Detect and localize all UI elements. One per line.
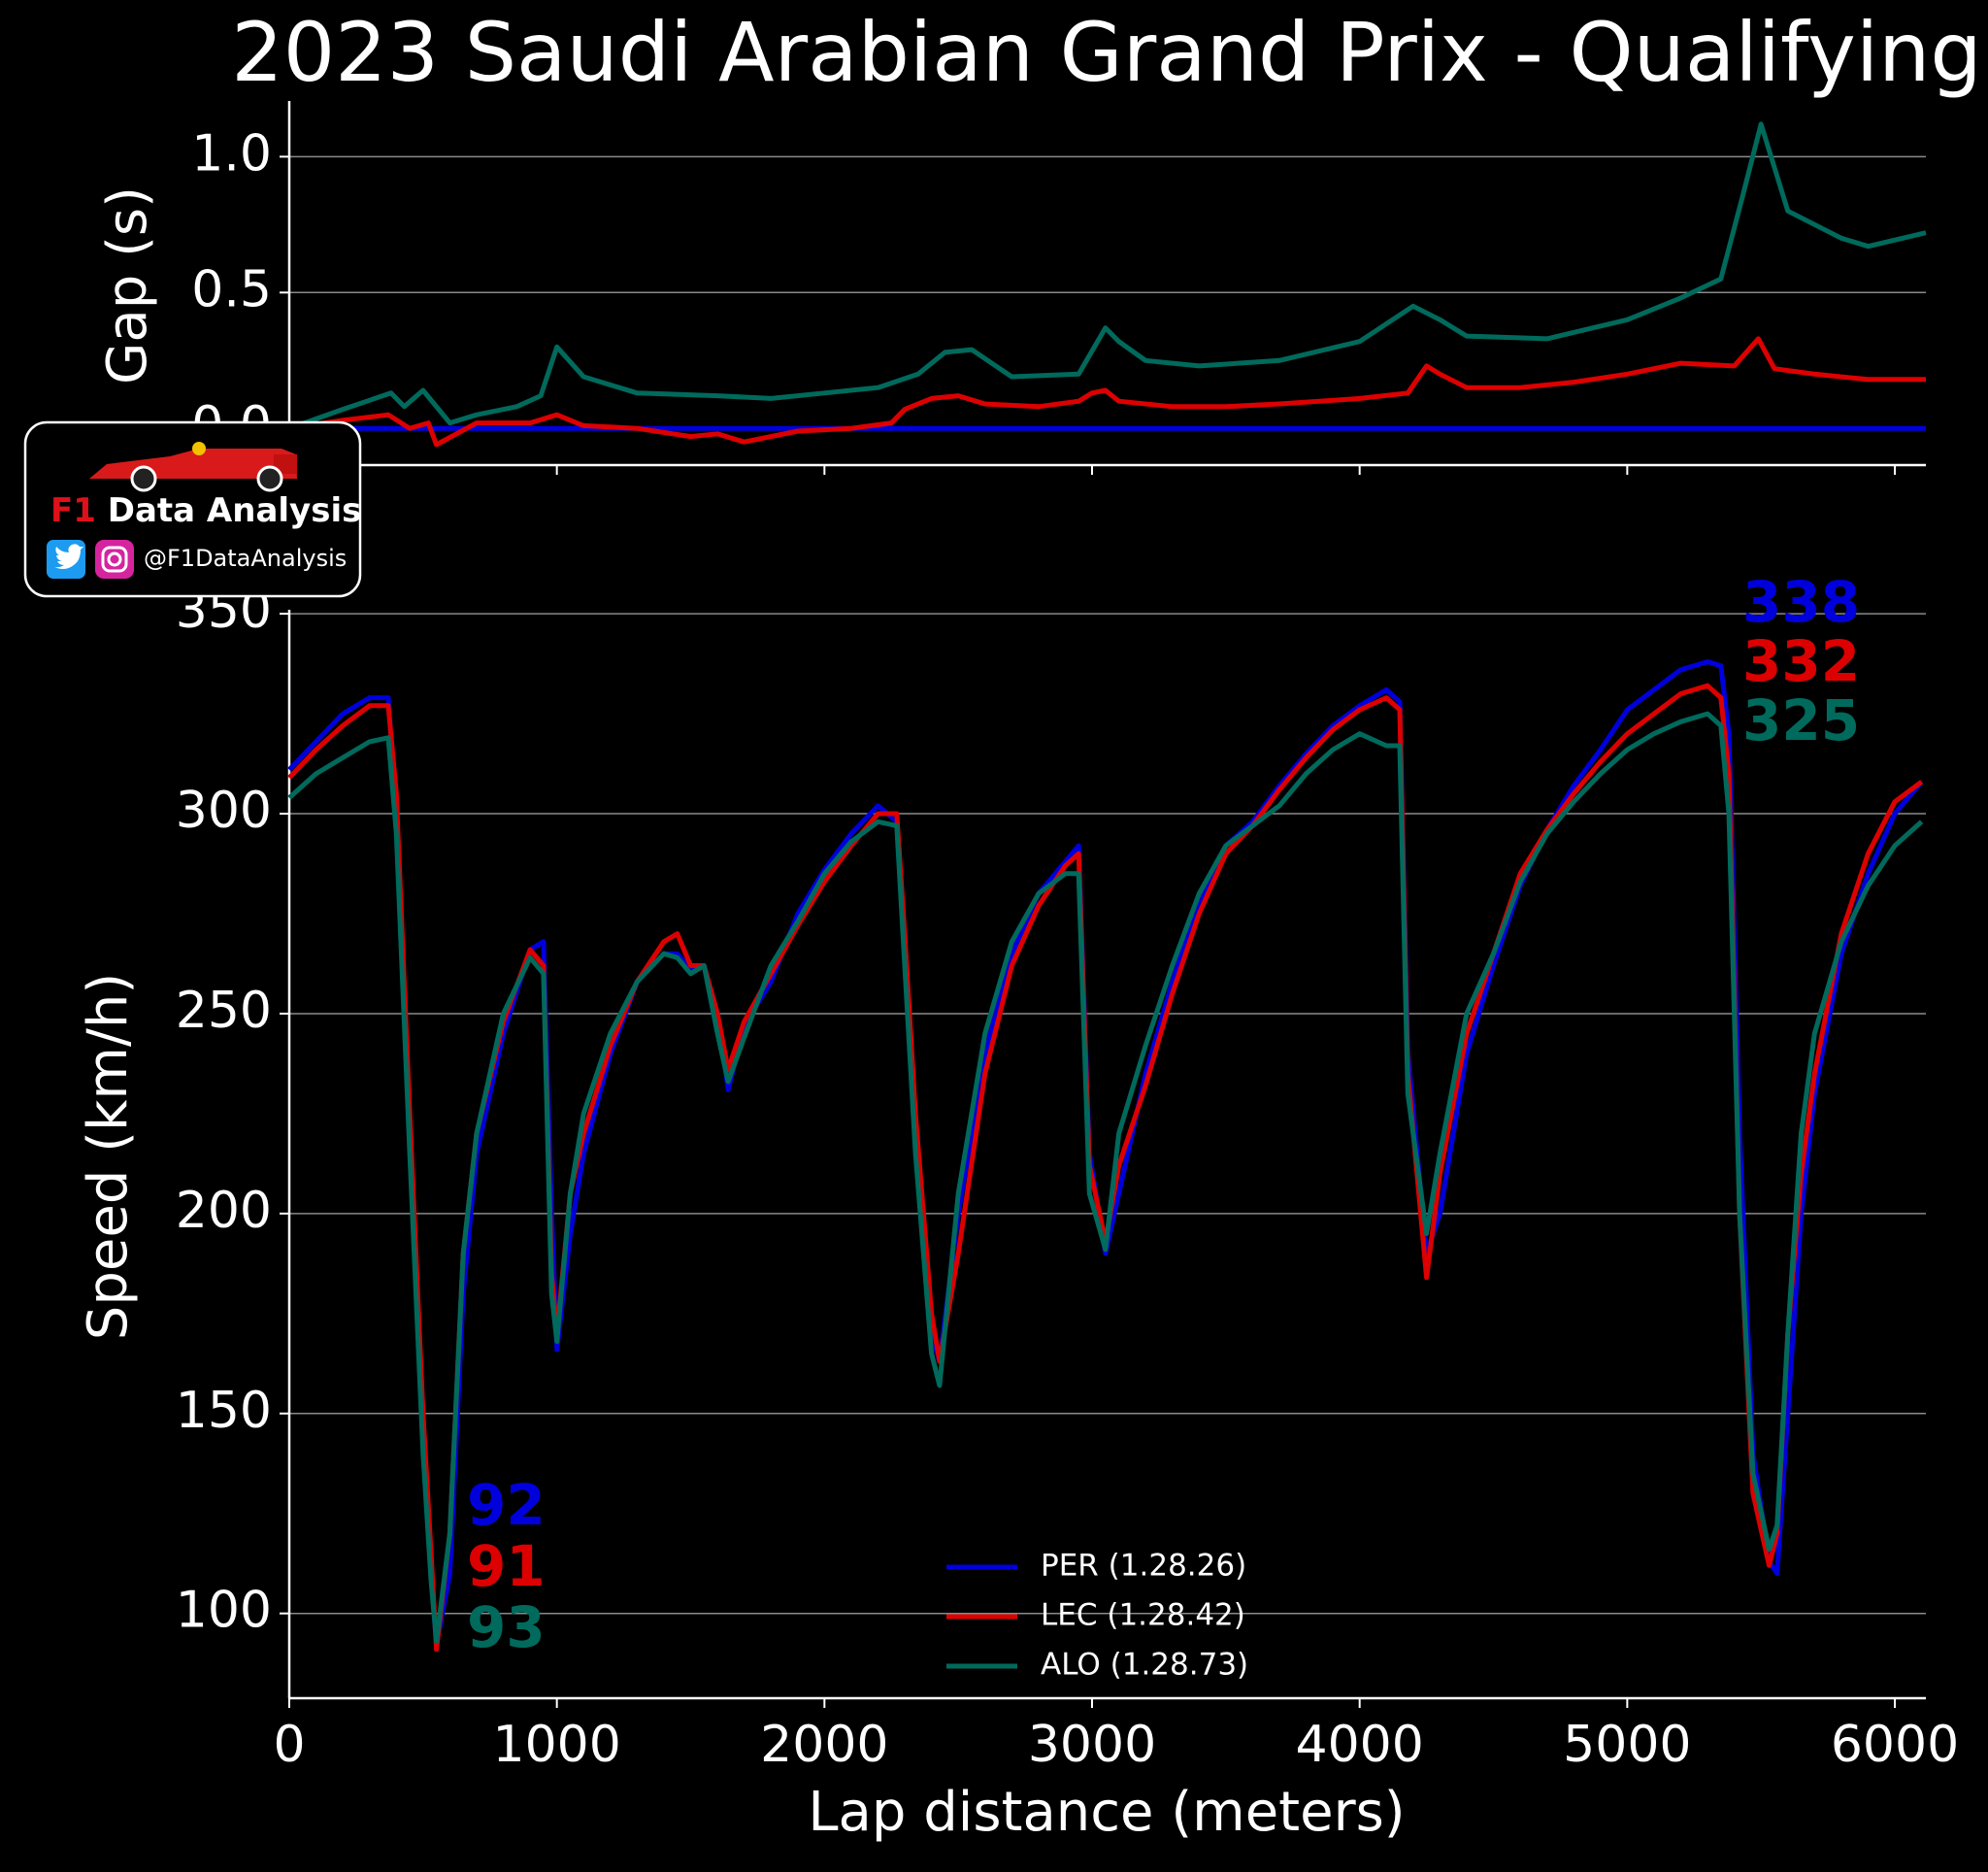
x-tick-label: 1000 bbox=[492, 1716, 620, 1774]
x-tick-label: 6000 bbox=[1831, 1716, 1959, 1774]
max-speed-label: 338 bbox=[1742, 569, 1860, 635]
x-tick-label: 3000 bbox=[1028, 1716, 1156, 1774]
max-speed-label: 332 bbox=[1742, 628, 1860, 694]
max-speed-label: 325 bbox=[1742, 687, 1860, 753]
y-tick-label: 300 bbox=[176, 782, 272, 840]
car-icon bbox=[89, 442, 297, 492]
min-speed-label: 93 bbox=[467, 1594, 546, 1660]
series-line bbox=[287, 711, 1924, 1644]
logo-handle: @F1DataAnalysis bbox=[144, 545, 347, 572]
instagram-icon bbox=[95, 540, 134, 579]
logo-title: F1 Data Analysis bbox=[50, 491, 361, 530]
y-tick-label: 250 bbox=[176, 982, 272, 1040]
legend-label: LEC (1.28.42) bbox=[1041, 1598, 1245, 1633]
y-axis-label: Speed (km/h) bbox=[77, 973, 140, 1340]
series-line bbox=[287, 683, 1924, 1653]
y-tick-label: 0.5 bbox=[191, 260, 272, 318]
x-tick-label: 2000 bbox=[760, 1716, 888, 1774]
y-tick-label: 150 bbox=[176, 1382, 272, 1440]
x-tick-label: 0 bbox=[273, 1716, 305, 1774]
y-axis-label: Gap (s) bbox=[96, 186, 159, 384]
legend-label: ALO (1.28.73) bbox=[1041, 1648, 1248, 1683]
y-tick-label: 1.0 bbox=[191, 124, 272, 183]
y-tick-label: 200 bbox=[176, 1182, 272, 1240]
plots: 0.00.51.01001502002503003500100020003000… bbox=[176, 101, 1959, 1774]
x-axis-label: Lap distance (meters) bbox=[808, 1781, 1405, 1844]
min-speed-label: 91 bbox=[467, 1533, 546, 1599]
series-line bbox=[288, 121, 1927, 431]
y-tick-label: 100 bbox=[176, 1582, 272, 1640]
figure-title: 2023 Saudi Arabian Grand Prix - Qualifyi… bbox=[231, 5, 1981, 100]
x-tick-label: 5000 bbox=[1563, 1716, 1691, 1774]
min-speed-label: 92 bbox=[467, 1472, 546, 1538]
logo: F1 Data Analysis @F1DataAnalysis bbox=[23, 420, 361, 598]
series-line bbox=[288, 336, 1926, 448]
x-tick-label: 4000 bbox=[1296, 1716, 1424, 1774]
legend-label: PER (1.28.26) bbox=[1041, 1549, 1246, 1584]
